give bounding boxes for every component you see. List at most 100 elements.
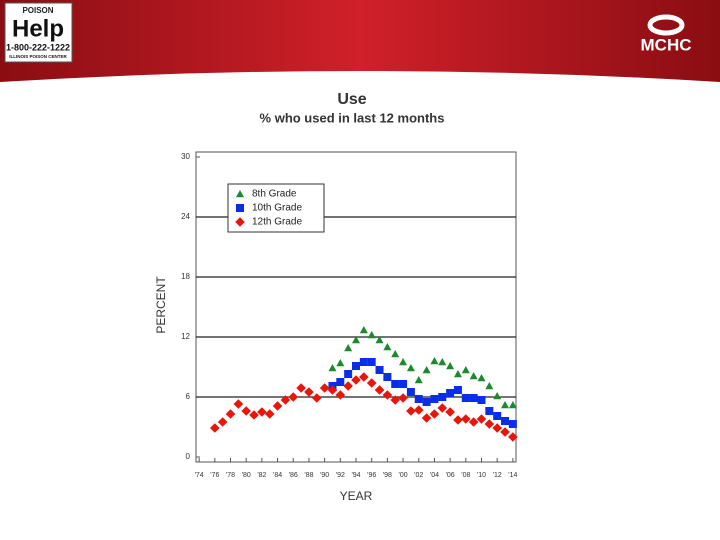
marker-square	[344, 370, 353, 378]
x-tick-label: '06	[446, 472, 455, 479]
marker-square	[477, 396, 486, 404]
marker-triangle	[477, 374, 486, 382]
marker-square	[375, 366, 384, 374]
marker-triangle	[501, 401, 510, 409]
marker-diamond	[296, 383, 306, 393]
marker-diamond	[225, 409, 236, 419]
marker-square	[461, 394, 470, 402]
x-tick-label: '02	[414, 472, 423, 479]
marker-triangle	[422, 366, 431, 374]
marker-diamond	[468, 417, 479, 427]
marker-diamond	[382, 390, 393, 400]
marker-diamond	[421, 413, 432, 423]
marker-triangle	[493, 392, 502, 400]
marker-diamond	[453, 415, 463, 425]
marker-diamond	[217, 417, 228, 427]
marker-triangle	[375, 336, 384, 344]
marker-square	[501, 417, 510, 425]
marker-triangle	[453, 370, 462, 378]
marker-diamond	[319, 383, 330, 393]
marker-diamond	[461, 414, 471, 424]
marker-square	[352, 362, 360, 370]
marker-triangle	[236, 190, 244, 198]
chart-subtitle: % who used in last 12 months	[260, 110, 445, 125]
marker-square	[399, 380, 408, 388]
marker-triangle	[359, 326, 368, 334]
marker-diamond	[235, 217, 245, 227]
marker-diamond	[288, 392, 299, 402]
marker-triangle	[352, 336, 360, 344]
x-tick-label: '14	[508, 472, 517, 479]
marker-square	[406, 388, 415, 396]
org-ring	[647, 14, 685, 36]
marker-triangle	[336, 359, 345, 367]
x-tick-label: '94	[351, 472, 360, 479]
legend-label: 12th Grade	[252, 217, 302, 228]
marker-triangle	[485, 382, 494, 390]
marker-diamond	[351, 375, 361, 385]
y-tick-label: 12	[181, 332, 190, 341]
marker-square	[508, 420, 517, 428]
marker-diamond	[476, 414, 487, 424]
y-tick-label: 30	[181, 152, 190, 161]
y-tick-label: 0	[186, 452, 191, 461]
marker-diamond	[272, 401, 283, 411]
marker-triangle	[367, 331, 376, 339]
marker-diamond	[335, 390, 346, 400]
marker-square	[430, 395, 439, 403]
marker-diamond	[390, 395, 401, 405]
chart-title: Use	[337, 91, 366, 108]
marker-square	[414, 395, 423, 403]
marker-triangle	[391, 350, 400, 358]
marker-diamond	[257, 407, 267, 417]
x-tick-label: '98	[383, 472, 392, 479]
marker-square	[236, 204, 244, 212]
marker-diamond	[264, 409, 275, 419]
marker-triangle	[446, 362, 455, 370]
marker-diamond	[406, 406, 416, 416]
x-tick-label: '96	[367, 472, 376, 479]
marker-diamond	[508, 432, 518, 442]
marker-diamond	[233, 399, 244, 409]
marker-square	[438, 393, 447, 401]
marker-triangle	[328, 364, 337, 372]
marker-square	[422, 398, 431, 406]
marker-diamond	[437, 403, 448, 413]
marker-diamond	[500, 427, 510, 437]
marker-triangle	[344, 344, 353, 352]
x-tick-label: '12	[493, 472, 502, 479]
logo-sub: ILLINOIS POISON CENTER	[9, 54, 67, 59]
marker-diamond	[359, 372, 369, 382]
y-tick-label: 18	[181, 272, 190, 281]
marker-diamond	[492, 423, 502, 433]
x-axis-label: YEAR	[340, 489, 373, 503]
x-tick-label: '78	[226, 472, 235, 479]
logo-top: POISON	[22, 6, 53, 15]
y-axis-label: PERCENT	[154, 276, 168, 334]
marker-diamond	[374, 385, 385, 395]
marker-diamond	[327, 385, 338, 395]
marker-triangle	[430, 357, 439, 365]
y-tick-label: 24	[181, 212, 190, 221]
marker-square	[453, 386, 462, 394]
x-tick-label: '82	[257, 472, 266, 479]
x-tick-label: '08	[461, 472, 470, 479]
marker-triangle	[438, 358, 447, 366]
marker-triangle	[399, 358, 408, 366]
logo-box	[4, 2, 73, 63]
marker-triangle	[461, 366, 470, 374]
marker-diamond	[398, 393, 408, 403]
x-tick-label: '76	[210, 472, 219, 479]
marker-triangle	[469, 372, 478, 380]
marker-square	[383, 373, 392, 381]
x-tick-label: '84	[273, 472, 282, 479]
y-tick-label: 6	[186, 392, 191, 401]
marker-diamond	[249, 410, 259, 420]
org-name: MCHC	[641, 35, 692, 54]
marker-diamond	[311, 393, 322, 403]
marker-diamond	[413, 405, 424, 415]
marker-square	[391, 380, 400, 388]
marker-diamond	[343, 381, 353, 391]
marker-square	[493, 412, 502, 420]
